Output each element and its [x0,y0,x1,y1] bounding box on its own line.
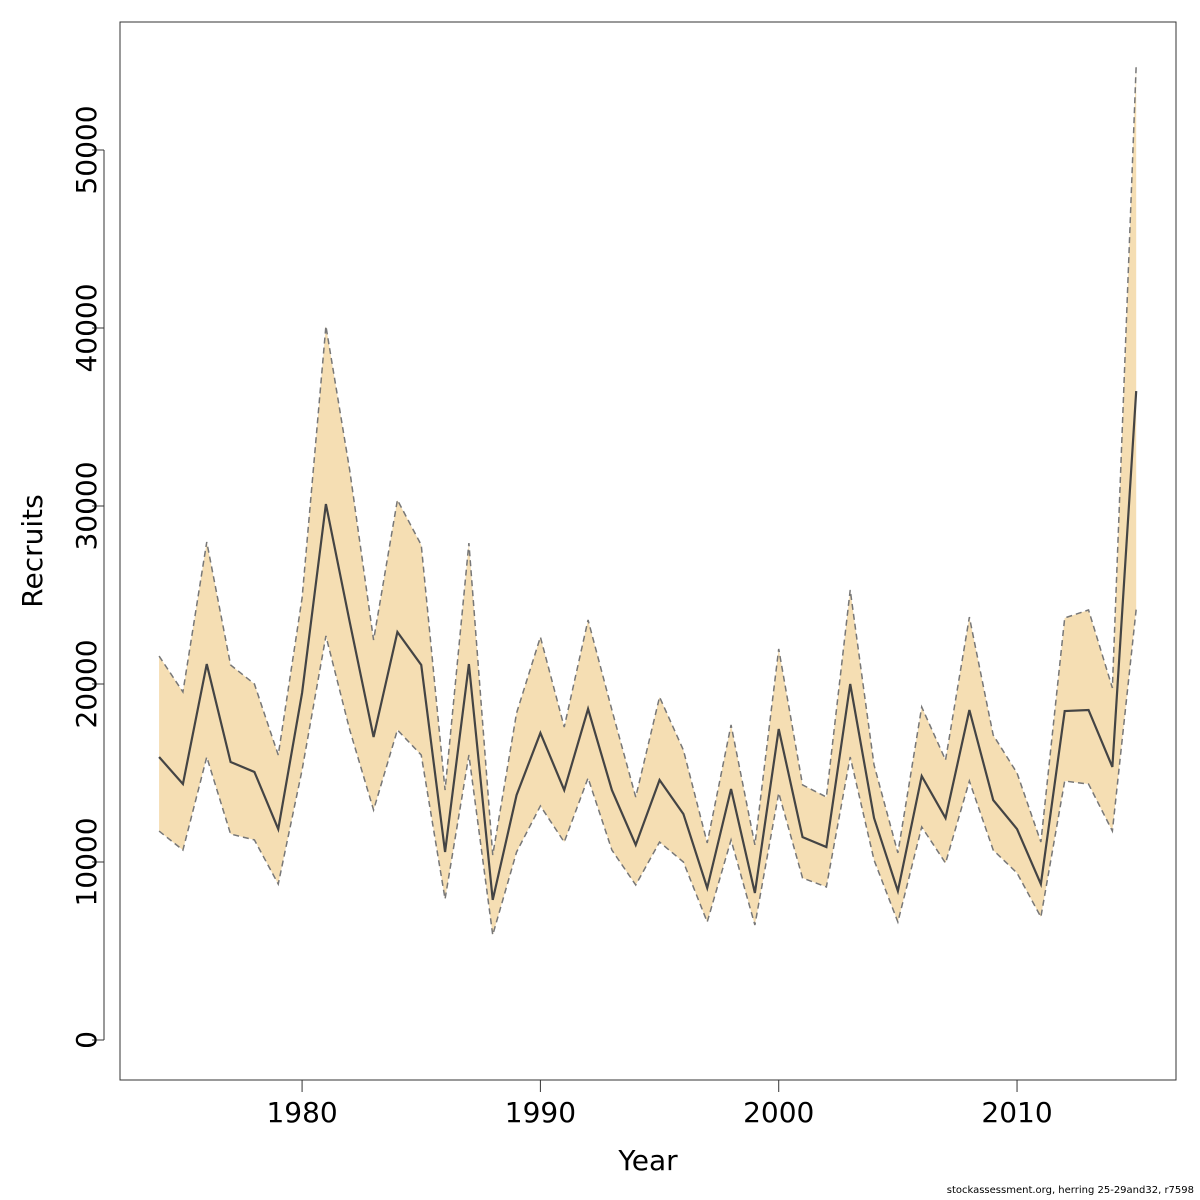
y-tick-label: 0 [70,1031,103,1049]
y-tick-label: 30000 [70,461,103,550]
y-tick-label: 10000 [70,817,103,906]
y-axis-label: Recruits [16,494,49,607]
plot-frame [119,21,1177,1081]
x-axis-label: Year [617,1144,678,1177]
y-tick-label: 20000 [70,639,103,728]
x-tick-label: 1990 [505,1096,576,1129]
x-tick-label: 2010 [981,1096,1052,1129]
x-tick-label: 1980 [266,1096,337,1129]
y-tick-label: 40000 [70,283,103,372]
x-tick-label: 2000 [743,1096,814,1129]
confidence-band [159,64,1137,935]
y-tick-label: 50000 [70,105,103,194]
footnote: stockassessment.org, herring 25-29and32,… [947,1185,1194,1196]
band-edge [158,608,1137,936]
band-edge [158,64,1137,856]
line [158,390,1138,901]
